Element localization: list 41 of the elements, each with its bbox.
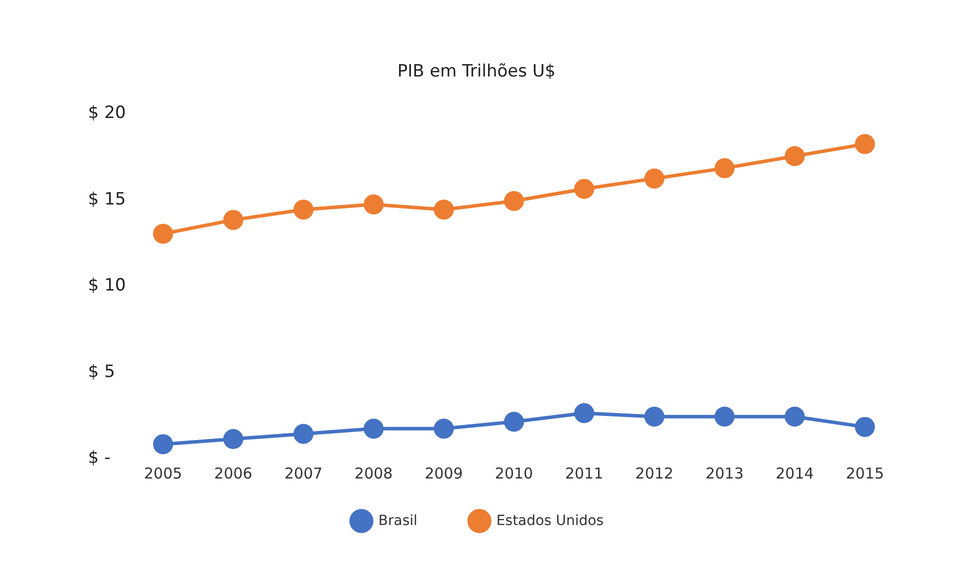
x-tick-label: 2005 <box>144 464 182 482</box>
point <box>293 424 314 444</box>
point <box>434 200 454 220</box>
point <box>644 406 664 427</box>
point <box>364 418 384 439</box>
point <box>854 134 875 154</box>
point <box>153 434 174 454</box>
y-tick-label: $ 15 <box>88 189 126 210</box>
point <box>153 224 174 244</box>
point <box>223 429 244 450</box>
point <box>714 406 735 427</box>
x-tick-label: 2015 <box>846 464 884 482</box>
point <box>784 406 805 427</box>
point <box>854 416 875 437</box>
x-tick-label: 2013 <box>705 464 744 482</box>
chart-title: PIB em Trilhões U$ <box>397 62 556 82</box>
point <box>293 200 314 220</box>
x-tick-label: 2014 <box>776 464 814 482</box>
x-tick-label: 2009 <box>424 464 463 482</box>
x-tick-label: 2010 <box>494 464 534 482</box>
legend-label: Brasil <box>378 513 418 529</box>
point <box>504 412 524 432</box>
point <box>714 158 735 178</box>
point <box>364 194 384 214</box>
point <box>574 178 594 199</box>
y-tick-label: $ 20 <box>88 103 126 123</box>
point <box>644 168 664 189</box>
x-tick-label: 2006 <box>214 464 252 482</box>
point <box>574 403 594 424</box>
y-tick-label: $ 10 <box>88 276 126 296</box>
x-tick-label: 2007 <box>284 464 323 482</box>
x-tick-label: 2008 <box>354 464 393 482</box>
y-tick-label: $ - <box>88 448 110 468</box>
legend-label: Estados Unidos <box>496 513 604 529</box>
point <box>223 210 244 230</box>
point <box>504 190 524 211</box>
point <box>434 418 454 439</box>
x-tick-label: 2011 <box>565 464 604 482</box>
point <box>784 146 805 166</box>
y-tick-label: $ 5 <box>88 362 116 382</box>
x-tick-label: 2012 <box>635 464 674 482</box>
